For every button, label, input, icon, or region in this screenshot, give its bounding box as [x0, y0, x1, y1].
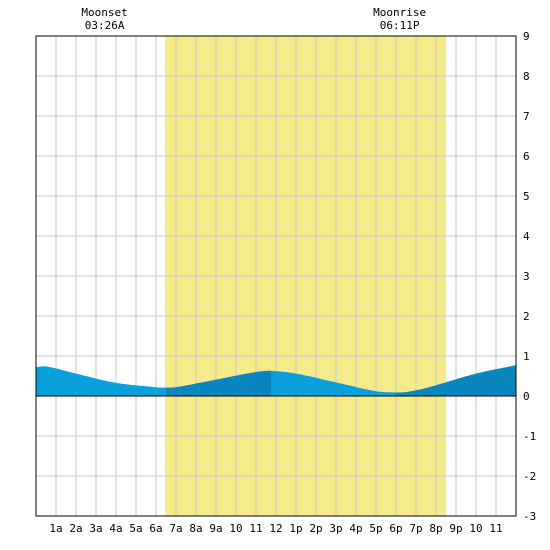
x-tick-label: 2a — [69, 522, 82, 535]
tide-layer — [36, 365, 516, 396]
y-tick-label: 4 — [523, 230, 530, 243]
y-tick-label: 5 — [523, 190, 530, 203]
x-tick-label: 9a — [209, 522, 222, 535]
y-tick-label: 2 — [523, 310, 530, 323]
y-tick-label: 3 — [523, 270, 530, 283]
moon-event-name: Moonset — [81, 6, 127, 19]
x-tick-label: 3a — [89, 522, 102, 535]
moon-event-time: 06:11P — [380, 19, 420, 32]
y-tick-label: 7 — [523, 110, 530, 123]
x-tick-label: 7a — [169, 522, 182, 535]
y-tick-label: -1 — [523, 430, 536, 443]
x-tick-label: 1a — [49, 522, 62, 535]
x-tick-labels: 1a 2a 3a 4a 5a 6a 7a 8a 9a 10 11 12 1p 2p 3p 4p 5p 6p 7p 8p… — [49, 522, 502, 535]
x-tick-label: 5a — [129, 522, 142, 535]
y-tick-label: -2 — [523, 470, 536, 483]
x-tick-label: 8a — [189, 522, 202, 535]
x-tick-label: 7p — [409, 522, 422, 535]
x-tick-label: 3p — [329, 522, 342, 535]
x-tick-label: 4p — [349, 522, 362, 535]
x-tick-label: 6p — [389, 522, 402, 535]
y-tick-label: -3 — [523, 510, 536, 523]
x-tick-label: 8p — [429, 522, 442, 535]
y-tick-labels: 9 8 7 6 5 4 3 2 1 0 -1 -2 -3 — [523, 30, 536, 523]
moon-event-name: Moonrise — [373, 6, 426, 19]
x-tick-label: 4a — [109, 522, 122, 535]
x-tick-label: 9p — [449, 522, 462, 535]
tide-area-falling — [271, 370, 396, 396]
y-tick-label: 1 — [523, 350, 530, 363]
x-tick-label: 1p — [289, 522, 302, 535]
x-tick-label: 10 — [469, 522, 482, 535]
x-tick-label: 10 — [229, 522, 242, 535]
x-tick-label: 2p — [309, 522, 322, 535]
x-tick-label: 11 — [489, 522, 502, 535]
y-tick-label: 9 — [523, 30, 530, 43]
y-tick-label: 8 — [523, 70, 530, 83]
y-tick-label: 0 — [523, 390, 530, 403]
x-tick-label: 12 — [269, 522, 282, 535]
plot-frame — [35, 35, 517, 517]
tide-area-rising — [166, 370, 271, 396]
moon-event-time: 03:26A — [85, 19, 125, 32]
x-tick-label: 5p — [369, 522, 382, 535]
tide-area-falling — [36, 366, 166, 396]
x-tick-label: 11 — [249, 522, 262, 535]
tide-area-rising — [396, 365, 516, 396]
y-tick-label: 6 — [523, 150, 530, 163]
x-tick-label: 6a — [149, 522, 162, 535]
